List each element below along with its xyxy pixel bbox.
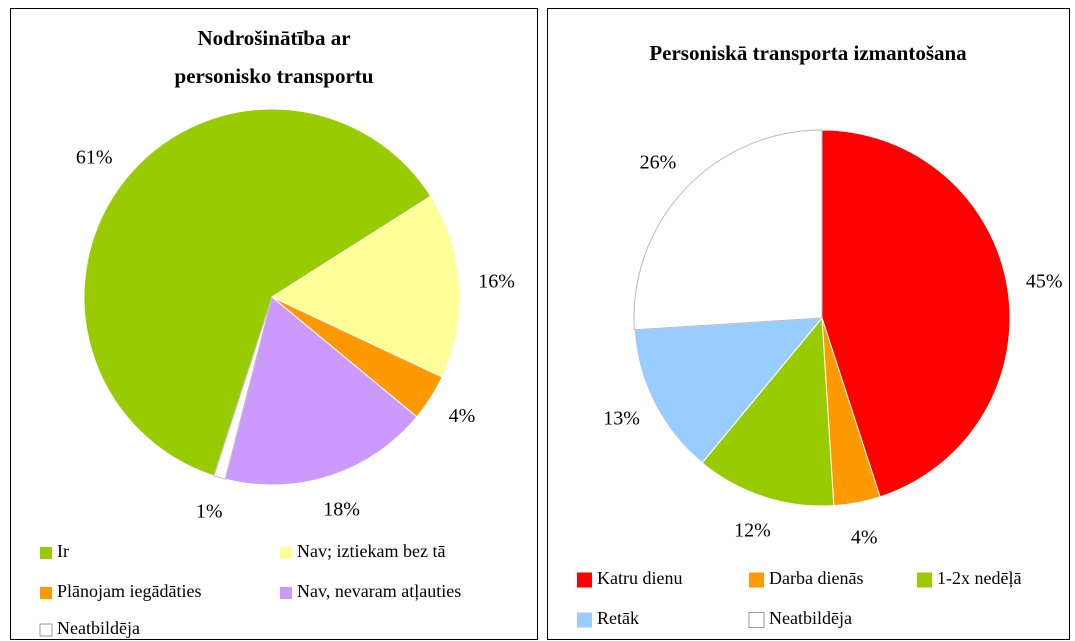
- legend-swatch: [577, 572, 592, 588]
- pie-slice: [224, 296, 418, 486]
- legend-label: Retāk: [597, 608, 639, 628]
- legend-swatch: [749, 572, 764, 588]
- data-label: 61%: [76, 147, 113, 169]
- data-label: 16%: [478, 270, 515, 292]
- legend-label: Nav; iztiekam bez tā: [297, 541, 445, 561]
- data-label: 4%: [449, 405, 476, 427]
- legend-label: Plānojam iegādāties: [57, 581, 201, 601]
- legend-swatch: [39, 623, 53, 637]
- data-label: 4%: [851, 527, 878, 549]
- pie-slice: [633, 317, 824, 464]
- pie-slice: [83, 108, 432, 477]
- legend-swatch: [280, 547, 292, 559]
- data-label: 1%: [196, 501, 223, 523]
- data-label: 13%: [603, 408, 640, 430]
- legend-swatch: [577, 612, 592, 628]
- pie-slice: [701, 316, 835, 507]
- legend-label: Neatbildēja: [769, 608, 852, 628]
- legend-swatch: [748, 612, 765, 628]
- legend-swatch: [280, 587, 292, 599]
- legend-swatch: [40, 547, 52, 559]
- pie-slice: [821, 129, 1011, 498]
- legend-label: Nav, nevaram atļauties: [297, 581, 461, 601]
- data-label: 45%: [1026, 270, 1063, 292]
- pie-slice: [213, 296, 273, 480]
- chart-title: personisko transportu: [175, 64, 374, 88]
- legend-label: 1-2x nedēļā: [937, 568, 1021, 588]
- data-label: 12%: [734, 520, 771, 542]
- chart-title: Personiskā transporta izmantošana: [649, 41, 967, 65]
- legend-label: Katru dienu: [597, 568, 682, 588]
- legend-label: Neatbildēja: [57, 618, 140, 638]
- data-label: 18%: [323, 499, 360, 521]
- pie-slice: [270, 195, 461, 378]
- legend-swatch: [917, 572, 932, 588]
- data-label: 26%: [640, 152, 677, 174]
- legend-swatch: [40, 587, 52, 599]
- legend-label: Ir: [57, 541, 69, 561]
- pie-slice: [633, 129, 823, 331]
- legend-label: Darba dienās: [769, 568, 863, 588]
- chart-title: Nodrošinātība ar: [197, 26, 350, 50]
